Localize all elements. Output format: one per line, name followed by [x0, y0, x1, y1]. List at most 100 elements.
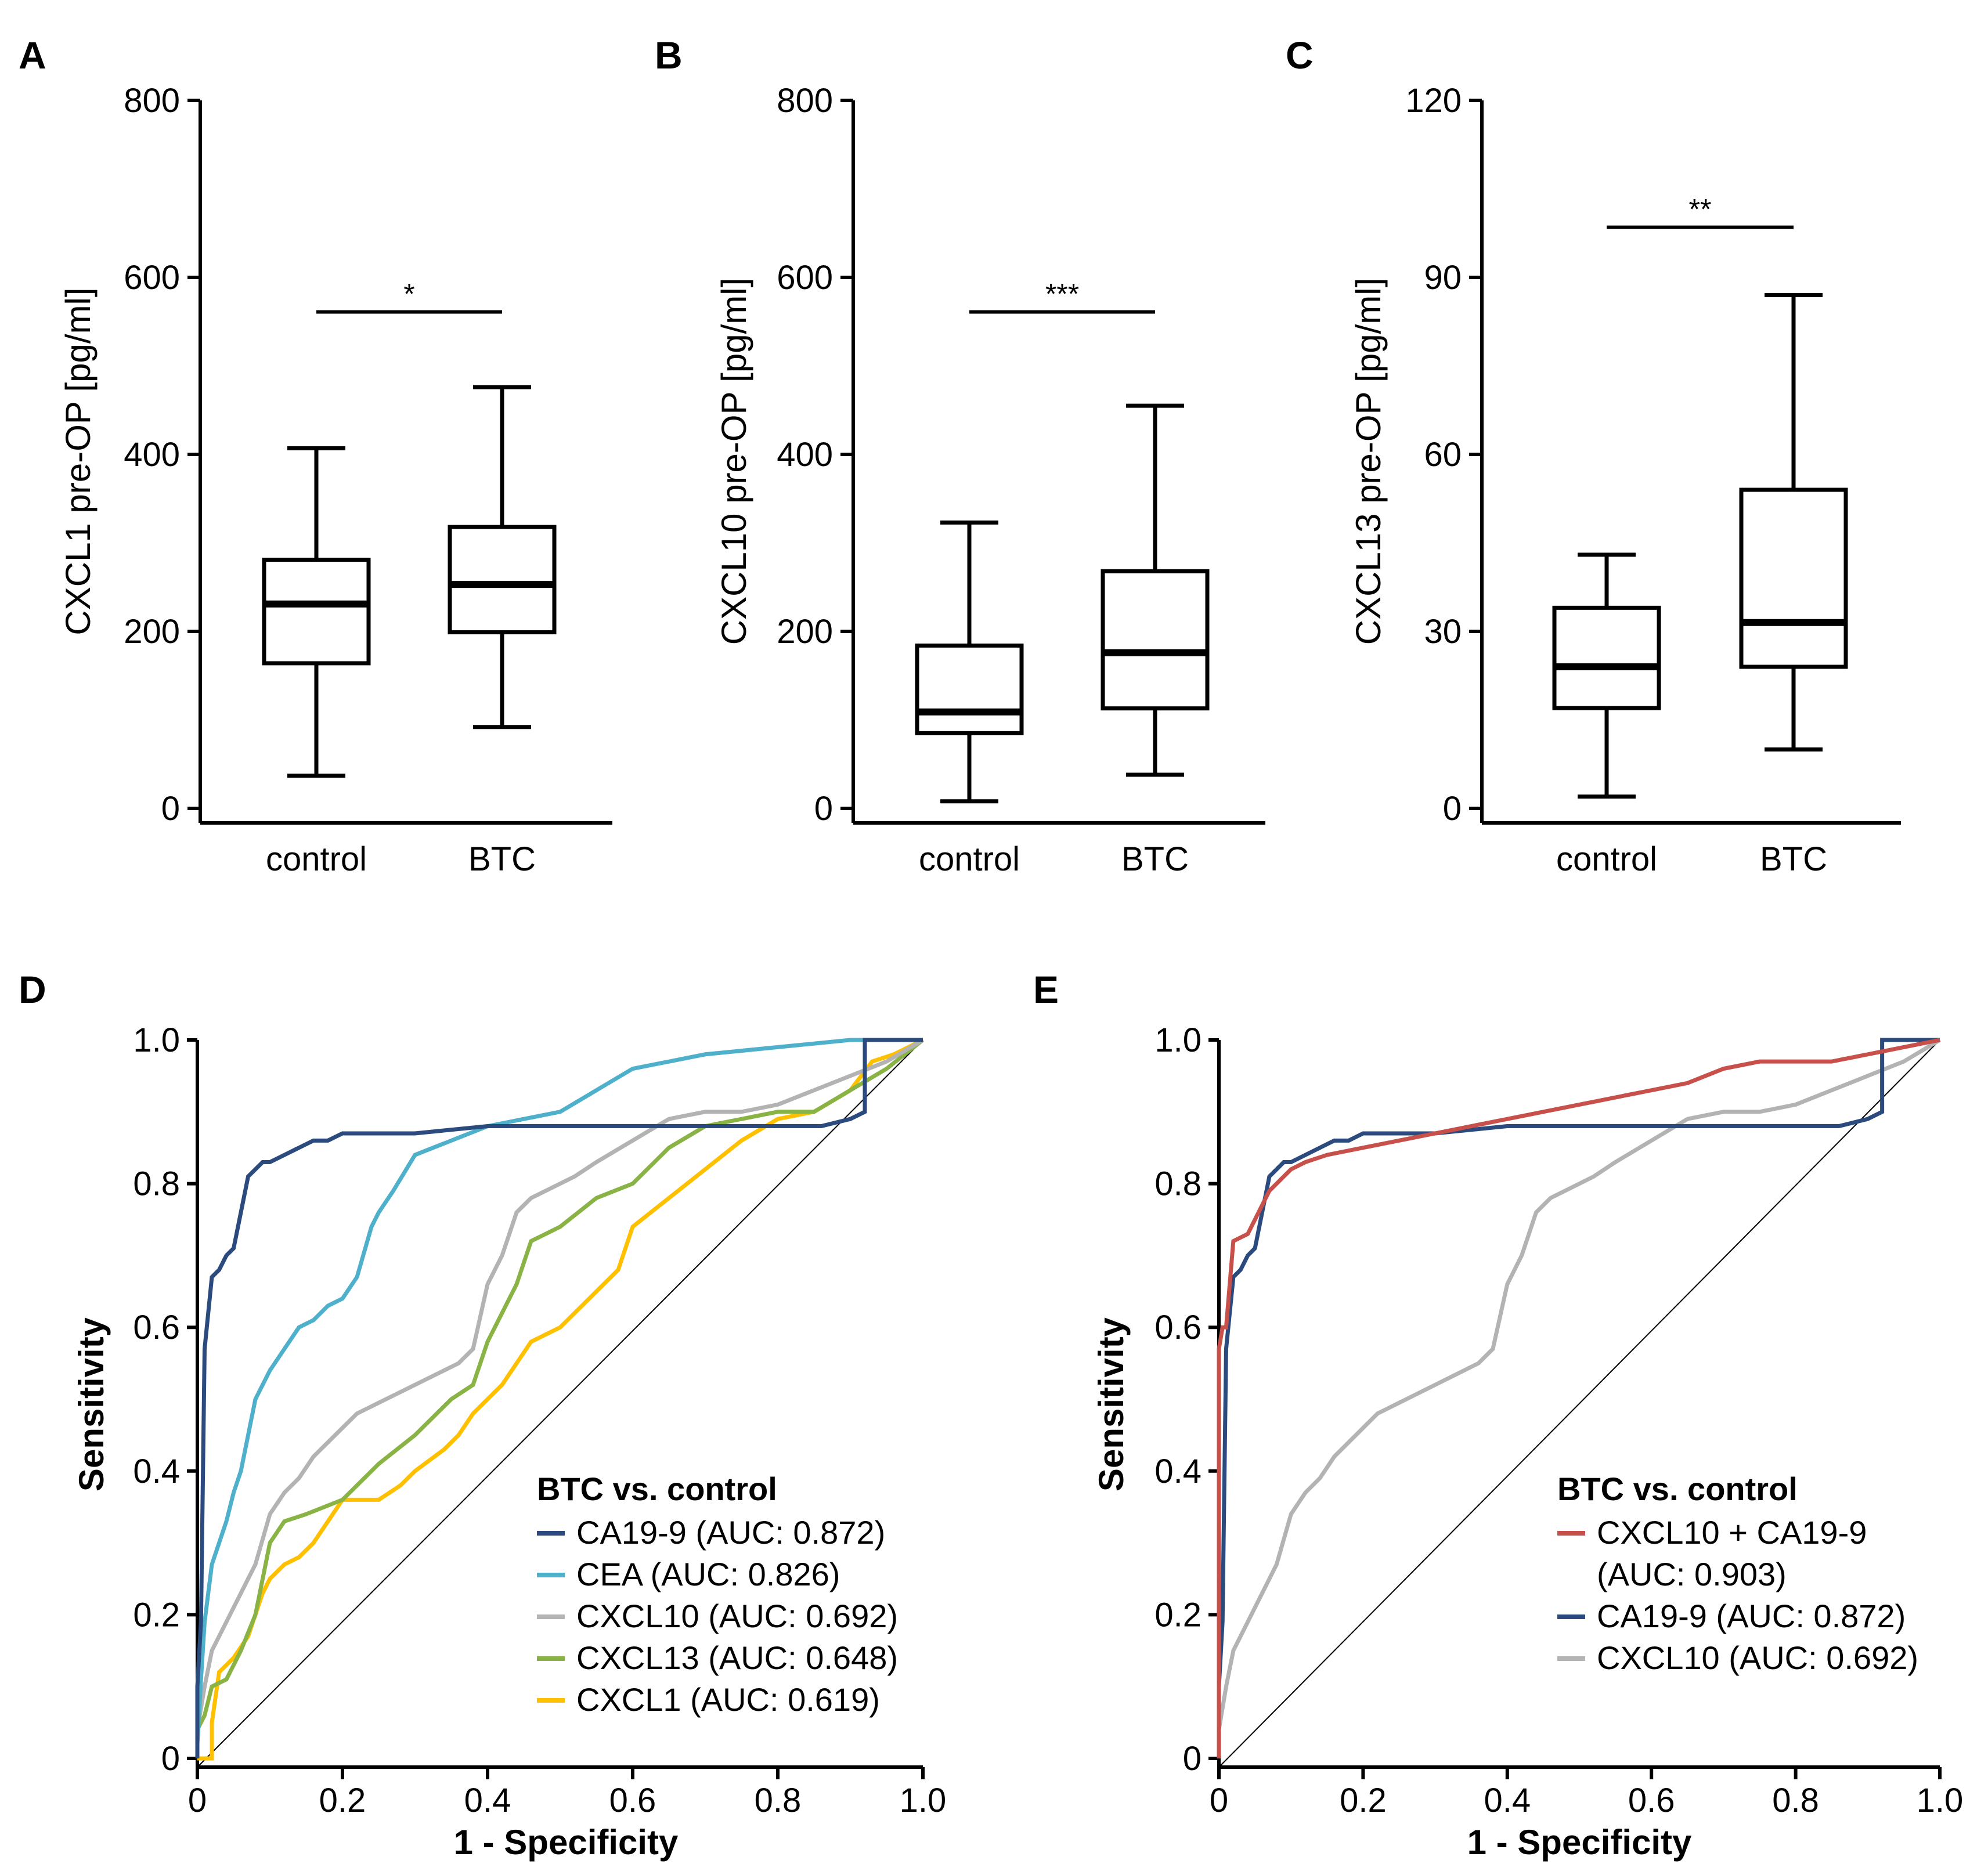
roc-curve-cxcl13 [195, 1038, 925, 1758]
reference-diagonal [197, 1039, 923, 1768]
legend-label: (AUC: 0.903) [1597, 1556, 1787, 1592]
x-ticks: 0 0.2 0.4 0.6 0.8 1.0 [1210, 1767, 1963, 1819]
y-tick-label: 0.2 [133, 1596, 180, 1634]
legend-label: CA19-9 (AUC: 0.872) [576, 1514, 885, 1551]
significance: *** [969, 277, 1155, 314]
y-axis-title: Sensitivity [1092, 1317, 1131, 1491]
y-tick-label: 0 [1183, 1740, 1202, 1778]
roc-curves [195, 1038, 925, 1761]
x-tick-label: 0 [188, 1782, 207, 1819]
x-axis-title: 1 - Specificity [454, 1823, 679, 1862]
y-tick-label: 0.4 [1154, 1453, 1202, 1490]
roc-curve-cea [195, 1038, 923, 1758]
roc-curve-ca19-9 [1217, 1038, 1940, 1758]
y-tick-label: 200 [124, 613, 180, 651]
legend: BTC vs. control CA19-9 (AUC: 0.872) CEA (A… [537, 1471, 898, 1718]
roc-curve-ca19-9 [195, 1038, 923, 1758]
panel-letter-a: A [19, 34, 46, 77]
roc-curves [1217, 1038, 1941, 1758]
y-tick-label: 120 [1405, 82, 1462, 120]
y-ticks: 0 200 400 600 800 [124, 82, 200, 828]
panel-c: C 0 30 60 90 120 control BTC ** CXCL13 pre-OP… [1286, 34, 1901, 878]
significance-label: ** [1689, 193, 1712, 226]
y-tick-label: 0.2 [1154, 1596, 1202, 1634]
reference-diagonal [1218, 1039, 1940, 1768]
roc-curve-cxcl10 [195, 1038, 924, 1758]
y-ticks: 0 200 400 600 800 [777, 82, 853, 828]
x-tick-label: 0.6 [609, 1782, 656, 1819]
y-tick-label: 400 [124, 436, 180, 474]
y-tick-label: 400 [777, 436, 833, 474]
panel-letter-c: C [1286, 34, 1314, 77]
x-tick-label: 0.4 [1484, 1782, 1531, 1819]
roc-curve-cxcl10-ca19-9 [1217, 1038, 1940, 1758]
box-iqr [1101, 569, 1210, 711]
x-tick-label: 0.8 [1772, 1782, 1819, 1819]
boxes [1552, 293, 1848, 799]
panel-letter-b: B [655, 34, 683, 77]
y-tick-label: 0.4 [133, 1453, 180, 1490]
y-tick-label: 0 [814, 790, 833, 828]
legend-label: CXCL10 (AUC: 0.692) [1597, 1639, 1918, 1676]
y-tick-label: 800 [124, 82, 180, 120]
box-iqr [1739, 487, 1848, 669]
legend-title: BTC vs. control [537, 1471, 777, 1507]
y-tick-label: 200 [777, 613, 833, 651]
panel-e: E 0 0.2 0.4 0.6 0.8 1.0 0 0.2 0.4 0.6 0.8 1.0 BTC … [1033, 968, 1963, 1862]
panel-letter-e: E [1033, 968, 1059, 1011]
x-tick-label: BTC [468, 840, 536, 878]
x-tick-label: 1.0 [1917, 1782, 1964, 1819]
x-tick-label: BTC [1121, 840, 1189, 878]
legend: BTC vs. control CXCL10 + CA19-9 (AUC: 0.90… [1557, 1471, 1918, 1676]
panel-b: B 0 200 400 600 800 control BTC *** CXCL10 pr… [655, 34, 1265, 878]
x-tick-label: 0.8 [755, 1782, 802, 1819]
y-tick-label: 600 [777, 259, 833, 297]
x-tick-label: 0.2 [319, 1782, 366, 1819]
boxes [915, 403, 1210, 804]
y-tick-label: 0.6 [1154, 1309, 1202, 1346]
x-axis-title: 1 - Specificity [1467, 1823, 1692, 1862]
x-tick-label: 0 [1210, 1782, 1228, 1819]
legend-label: CXCL13 (AUC: 0.648) [576, 1639, 898, 1676]
legend-label: CXCL1 (AUC: 0.619) [576, 1681, 880, 1718]
y-tick-label: 1.0 [1154, 1021, 1202, 1059]
x-tick-label: 0.2 [1340, 1782, 1387, 1819]
y-ticks: 0 0.2 0.4 0.6 0.8 1.0 [133, 1021, 197, 1778]
box-iqr [915, 643, 1024, 735]
panel-a: A 0 200 400 600 800 control BTC * CXCL1 pre-O… [19, 34, 612, 878]
x-tick-label: BTC [1760, 840, 1827, 878]
significance: * [316, 277, 502, 314]
legend-label: CEA (AUC: 0.826) [576, 1556, 840, 1592]
significance: ** [1607, 193, 1794, 229]
significance-label: * [403, 277, 414, 310]
roc-curve-cxcl10 [1217, 1038, 1941, 1758]
y-axis-title: Sensitivity [72, 1317, 111, 1491]
y-ticks: 0 0.2 0.4 0.6 0.8 1.0 [1154, 1021, 1219, 1778]
y-axis-title: CXCL13 pre-OP [pg/ml] [1349, 278, 1388, 645]
box-iqr [448, 525, 557, 635]
y-axis-title: CXCL10 pre-OP [pg/ml] [715, 278, 753, 645]
legend-label: CA19-9 (AUC: 0.872) [1597, 1598, 1906, 1634]
box-iqr [262, 557, 371, 666]
x-tick-label: 0.4 [464, 1782, 511, 1819]
y-tick-label: 0.6 [133, 1309, 180, 1346]
panel-letter-d: D [19, 968, 46, 1011]
y-tick-label: 0 [161, 1740, 180, 1778]
y-axis-title: CXCL1 pre-OP [pg/ml] [59, 287, 98, 635]
x-tick-label: control [919, 840, 1020, 878]
x-tick-label: 1.0 [900, 1782, 947, 1819]
x-ticks: control BTC [1556, 840, 1827, 878]
y-tick-label: 60 [1424, 436, 1462, 474]
y-tick-label: 0 [161, 790, 180, 828]
y-tick-label: 600 [124, 259, 180, 297]
x-ticks: control BTC [266, 840, 536, 878]
x-ticks: control BTC [919, 840, 1189, 878]
legend-label: CXCL10 + CA19-9 [1597, 1514, 1867, 1551]
boxes [262, 385, 557, 778]
x-ticks: 0 0.2 0.4 0.6 0.8 1.0 [188, 1767, 946, 1819]
panel-d: D 0 0.2 0.4 0.6 0.8 1.0 0 0.2 0.4 0.6 0.8 1.0 BTC … [19, 968, 946, 1862]
y-tick-label: 0.8 [133, 1165, 180, 1203]
box-iqr [1552, 605, 1661, 710]
x-tick-label: 0.6 [1628, 1782, 1675, 1819]
